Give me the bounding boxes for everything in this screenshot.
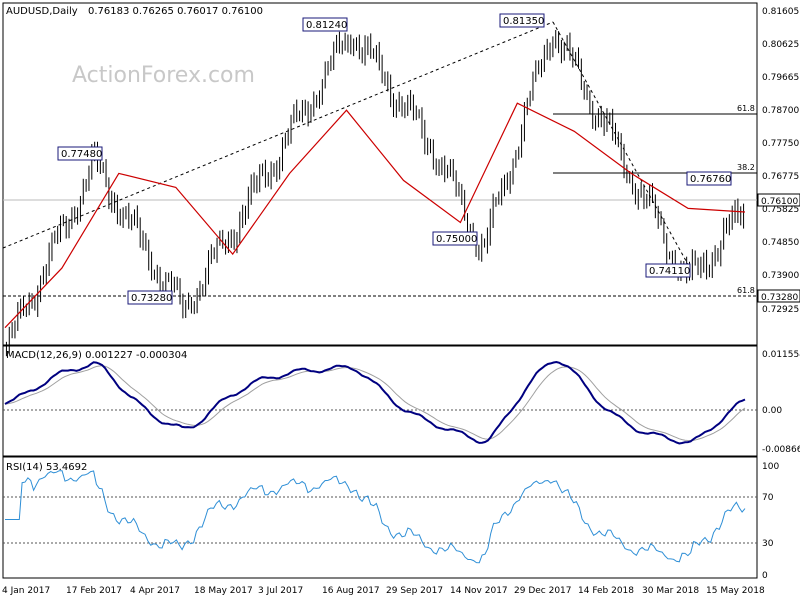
swing-label: 0.77480 [61,149,102,160]
x-tick-label: 29 Sep 2017 [386,586,443,596]
macd-line [4,360,746,445]
rsi-header: RSI(14) 53.4692 [6,462,87,473]
macd-header: MACD(12,26,9) 0.001227 -0.000304 [6,350,187,361]
rsi-tick: 30 [762,539,774,549]
x-axis: 4 Jan 2017 17 Feb 2017 4 Apr 2017 18 May… [2,577,765,596]
x-tick-label: 14 Nov 2017 [450,586,508,596]
x-tick-label: 4 Apr 2017 [130,586,180,596]
price-tick: 0.75825 [762,205,799,215]
x-tick-label: 15 May 2018 [706,586,765,596]
fib-label: 61.8 [737,286,755,295]
macd-signal-line [4,365,746,442]
fib-label: 61.8 [737,104,755,113]
macd-tick: -0.008664 [762,445,800,455]
swing-label: 0.75000 [436,234,477,245]
x-tick-label: 3 Jul 2017 [258,586,303,596]
x-tick-label: 16 Aug 2017 [322,586,380,596]
swing-label: 0.81240 [306,20,347,31]
level-tag-box [757,289,800,303]
macd-tick: 0.011554 [762,350,800,360]
x-tick-label: 18 May 2017 [194,586,253,596]
macd-panel-frame [2,345,758,457]
watermark: ActionForex.com [72,63,255,88]
x-tick-label: 29 Dec 2017 [514,586,572,596]
x-tick-label: 14 Feb 2018 [578,586,634,596]
price-panel-frame [2,2,758,346]
level-tag: 0.73280 [761,293,798,303]
macd-tick: 0.00 [762,406,782,416]
price-header-symbol: AUDUSD,Daily [6,6,78,17]
price-header-ohlc: 0.76183 0.76265 0.76017 0.76100 [88,6,263,17]
moving-average-line [4,102,746,329]
rsi-line [5,470,746,564]
swing-label: 0.76760 [690,174,731,185]
price-tick: 0.74850 [762,238,799,248]
price-axis: 0.81605 0.80625 0.79665 0.78700 0.77750 … [762,7,799,315]
swing-label: 0.74110 [649,266,690,277]
price-tick: 0.80625 [762,40,799,50]
swing-label: 0.73280 [131,293,172,304]
x-tick-label: 4 Jan 2017 [2,586,50,596]
rsi-tick: 70 [762,493,774,503]
swing-labels: 0.77480 0.81240 0.81350 0.75000 0.73280 … [57,13,732,305]
rsi-tick: 100 [762,462,779,472]
last-price-tag-box [757,193,800,207]
fib-label: 38.2 [737,163,755,172]
last-price-tag: 0.76100 [761,197,798,207]
rsi-tick: 0 [762,571,768,581]
price-tick: 0.73900 [762,271,799,281]
price-tick: 0.76775 [762,172,799,182]
x-tick-label: 30 Mar 2018 [642,586,699,596]
price-tick: 0.81605 [762,7,799,17]
price-tick: 0.79665 [762,73,799,83]
x-tick-label: 17 Feb 2017 [66,586,122,596]
price-tick: 0.77750 [762,139,799,149]
swing-label: 0.81350 [503,16,544,27]
price-tick: 0.78700 [762,106,799,116]
price-tick: 0.72925 [762,305,799,315]
